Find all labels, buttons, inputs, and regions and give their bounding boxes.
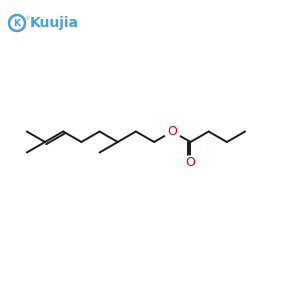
Text: Kuujia: Kuujia	[30, 16, 79, 30]
Text: O: O	[186, 157, 195, 169]
Text: K: K	[14, 19, 20, 28]
Text: O: O	[167, 125, 177, 138]
Text: ®: ®	[26, 16, 30, 21]
